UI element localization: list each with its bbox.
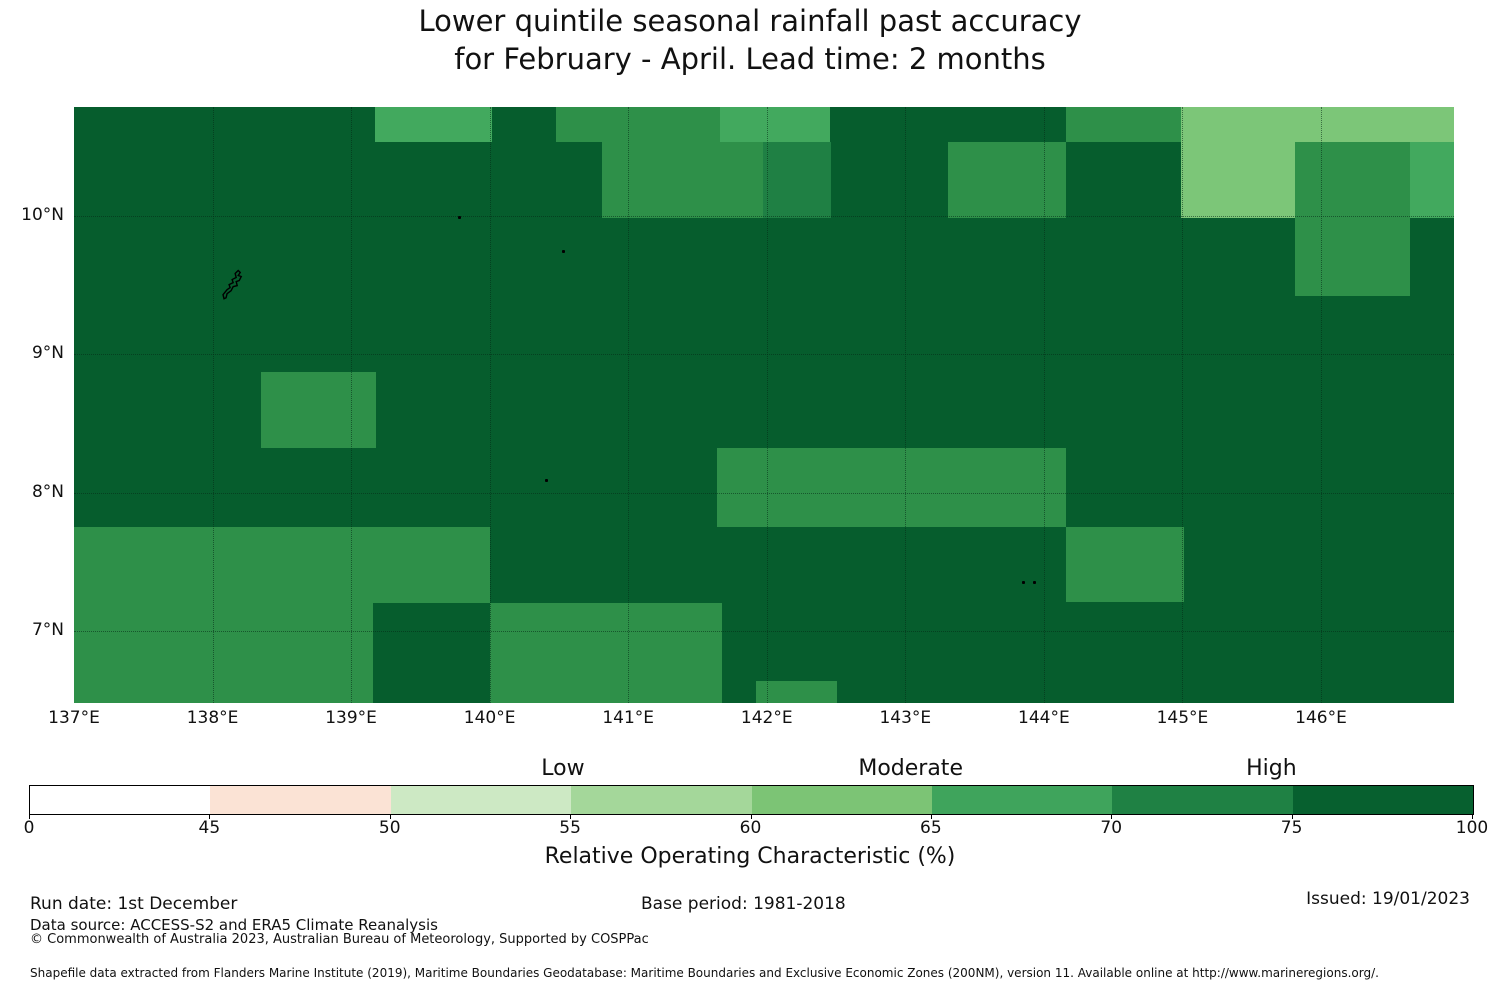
colorbar-segment-50-55: [390, 786, 572, 814]
colorbar-tick: [1472, 814, 1473, 819]
y-axis-tick-label: 8°N: [31, 481, 64, 502]
islet-dot: [1021, 581, 1025, 585]
shapefile-attribution-text: Shapefile data extracted from Flanders M…: [30, 966, 1379, 980]
colorbar-tick-label: 55: [559, 818, 581, 838]
x-axis-tick-label: 141°E: [602, 708, 655, 728]
colorbar-segment-55-60: [571, 786, 752, 814]
colorbar-tick: [389, 814, 391, 819]
map-gridline-vertical: [1182, 107, 1184, 703]
colorbar-tick: [1291, 814, 1293, 819]
colorbar-tick: [930, 814, 932, 819]
colorbar-tick: [1111, 814, 1113, 819]
issued-date-text: Issued: 19/01/2023: [1306, 889, 1470, 909]
map-gridline-vertical: [1043, 107, 1045, 703]
colorbar-category-label-low: Low: [541, 756, 585, 781]
y-axis-tick-label: 9°N: [31, 343, 64, 364]
base-period-text: Base period: 1981-2018: [641, 894, 846, 914]
map-gridline-vertical: [628, 107, 630, 703]
x-axis-tick-label: 143°E: [879, 708, 932, 728]
colorbar-tick: [209, 814, 211, 819]
colorbar-tick: [570, 814, 572, 819]
colorbar-axis-label: Relative Operating Characteristic (%): [544, 844, 956, 869]
map-cell: [755, 680, 838, 703]
x-axis-tick-label: 137°E: [48, 708, 100, 728]
colorbar-category-label-high: High: [1246, 756, 1297, 781]
y-axis-tick-label: 10°N: [21, 204, 64, 225]
map-cell: [74, 603, 374, 703]
copyright-text: © Commonwealth of Australia 2023, Austra…: [30, 932, 649, 947]
map-cell: [556, 107, 720, 143]
x-axis-tick-label: 139°E: [325, 708, 377, 728]
colorbar-segment-70-75: [1112, 786, 1293, 814]
map-cell: [374, 107, 493, 143]
map-gridline-vertical: [351, 107, 353, 703]
x-axis-tick-label: 138°E: [186, 708, 239, 728]
map-gridline-horizontal: [74, 354, 1454, 356]
map-gridline-horizontal: [74, 492, 1454, 494]
map-cell: [1066, 527, 1184, 602]
map-cell: [948, 142, 1067, 218]
map-gridline-vertical: [766, 107, 768, 703]
colorbar-tick-label: 60: [739, 818, 762, 838]
map-gridline-horizontal: [74, 631, 1454, 632]
map-gridline-vertical: [1320, 107, 1322, 703]
x-axis-tick-label: 146°E: [1295, 708, 1347, 728]
map-cell: [1294, 142, 1410, 296]
map-cell: [74, 527, 490, 604]
map-cell: [716, 448, 1067, 528]
colorbar-segment-45-50: [210, 786, 391, 814]
x-axis-tick-label: 144°E: [1018, 708, 1070, 728]
colorbar-tick-label: 65: [920, 818, 942, 838]
island-coastline-outline: [222, 269, 243, 301]
colorbar-tick-label: 100: [1455, 818, 1489, 838]
map-cell: [601, 142, 763, 218]
x-axis-tick-label: 145°E: [1156, 708, 1209, 728]
map-cell: [1409, 142, 1454, 218]
map-gridline-vertical: [212, 107, 214, 703]
x-axis-tick-label: 142°E: [740, 708, 793, 728]
run-date-text: Run date: 1st December: [30, 894, 238, 914]
colorbar: [29, 785, 1474, 815]
map-cell: [1181, 142, 1295, 218]
colorbar-tick-label: 70: [1100, 818, 1123, 838]
colorbar-tick-label: 0: [23, 818, 35, 838]
islet-dot: [545, 478, 549, 482]
x-axis-tick-label: 140°E: [463, 708, 516, 728]
map-gridline-vertical: [489, 107, 491, 703]
colorbar-category-label-moderate: Moderate: [858, 756, 963, 781]
chart-title-line2: for February - April. Lead time: 2 month…: [454, 42, 1046, 76]
islet-dot: [457, 215, 461, 219]
islet-dot: [1032, 581, 1036, 585]
colorbar-tick-label: 50: [378, 818, 401, 838]
map-cell: [1066, 107, 1182, 143]
map-cell: [1181, 107, 1454, 143]
map-cell: [489, 603, 723, 703]
map-gridline-horizontal: [74, 215, 1454, 217]
colorbar-tick: [750, 814, 752, 819]
map-plot-area: [74, 107, 1454, 703]
map-cell: [719, 107, 831, 143]
chart-title-line1: Lower quintile seasonal rainfall past ac…: [418, 4, 1082, 38]
map-cell: [261, 372, 377, 449]
colorbar-segment-0-45: [30, 786, 211, 814]
colorbar-segment-75-100: [1292, 786, 1473, 814]
map-gridline-vertical: [905, 107, 907, 703]
colorbar-tick-label: 45: [198, 818, 221, 838]
colorbar-segment-65-70: [931, 786, 1113, 814]
colorbar-tick-label: 75: [1280, 818, 1303, 838]
colorbar-tick: [29, 814, 30, 819]
data-source-text: Data source: ACCESS-S2 and ERA5 Climate …: [30, 916, 438, 934]
colorbar-segment-60-65: [751, 786, 932, 814]
y-axis-tick-label: 7°N: [31, 620, 64, 640]
map-cell: [762, 142, 831, 218]
islet-dot: [561, 250, 565, 254]
